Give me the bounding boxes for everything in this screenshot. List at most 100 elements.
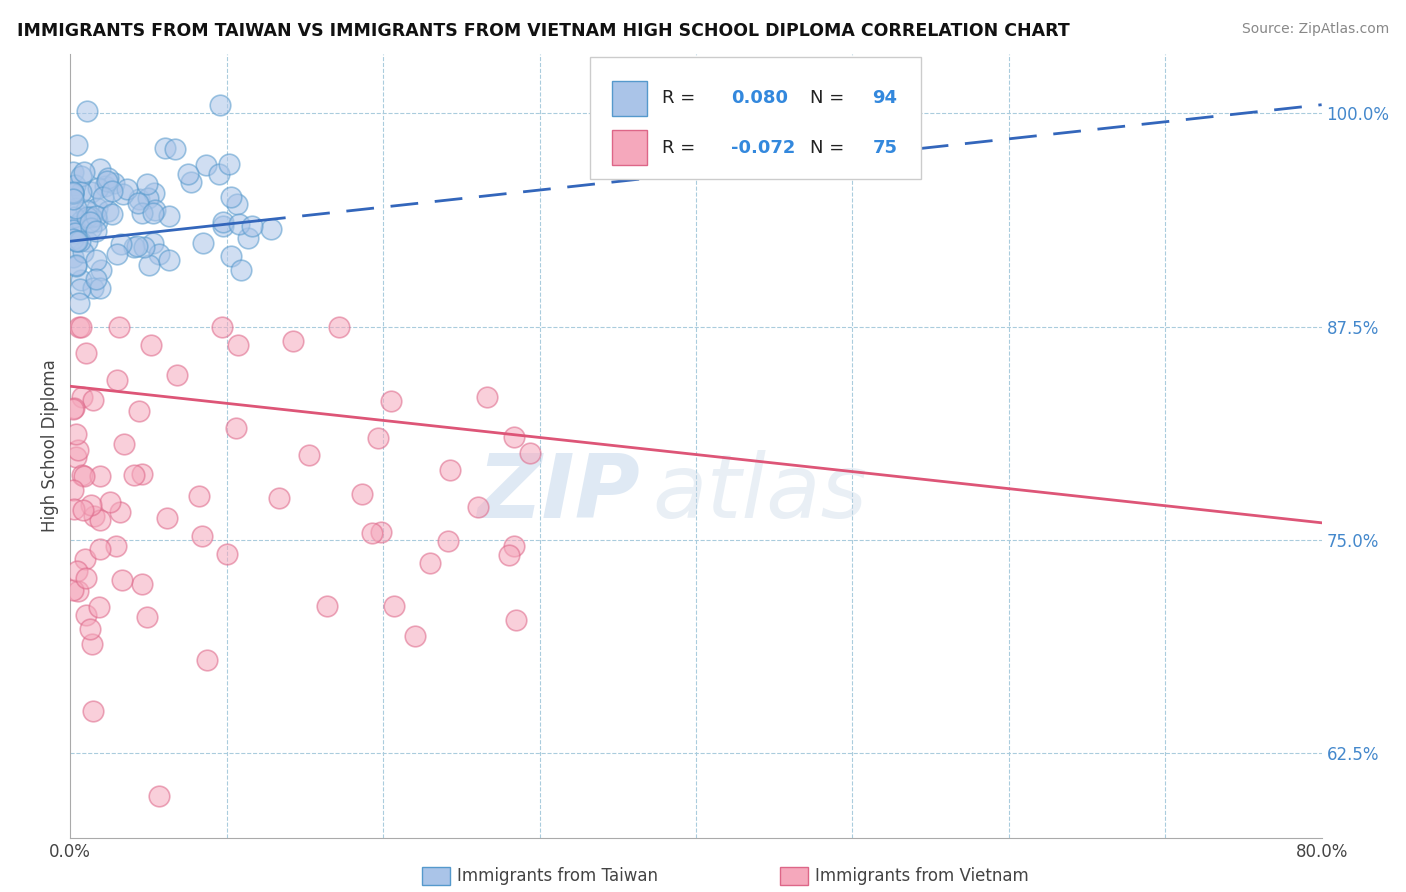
Text: IMMIGRANTS FROM TAIWAN VS IMMIGRANTS FROM VIETNAM HIGH SCHOOL DIPLOMA CORRELATIO: IMMIGRANTS FROM TAIWAN VS IMMIGRANTS FRO… <box>17 22 1070 40</box>
Point <box>112 187 135 202</box>
Point <box>207 167 229 181</box>
Point <box>62 192 84 206</box>
Point <box>367 431 389 445</box>
Point <box>143 186 166 200</box>
Point <box>110 505 132 519</box>
Point <box>67 583 90 598</box>
Point <box>65 206 87 220</box>
Point <box>136 191 159 205</box>
Y-axis label: High School Diploma: High School Diploma <box>41 359 59 533</box>
Point <box>112 436 135 450</box>
Point <box>76 234 98 248</box>
Point <box>72 244 94 259</box>
Point <box>143 202 166 217</box>
Text: ZIP: ZIP <box>477 450 640 537</box>
Point <box>115 181 138 195</box>
Point <box>128 404 150 418</box>
Point <box>70 467 93 482</box>
Point <box>505 613 527 627</box>
Point <box>225 196 247 211</box>
Point <box>215 548 238 562</box>
Point <box>63 401 86 415</box>
Point <box>108 319 131 334</box>
Point <box>62 583 84 598</box>
Point <box>498 548 520 562</box>
Point <box>153 141 176 155</box>
Point <box>70 390 93 404</box>
Point <box>191 236 214 251</box>
Point <box>148 789 170 803</box>
Point <box>211 319 233 334</box>
Point <box>65 426 87 441</box>
Point <box>163 142 186 156</box>
Point <box>128 193 150 207</box>
Point <box>281 334 304 349</box>
Point <box>439 463 461 477</box>
Point <box>110 236 132 251</box>
Text: Immigrants from Taiwan: Immigrants from Taiwan <box>457 867 658 885</box>
Point <box>138 258 160 272</box>
Point <box>380 394 402 409</box>
Text: -0.072: -0.072 <box>731 139 796 157</box>
Point <box>477 390 499 404</box>
Point <box>219 190 242 204</box>
Point <box>382 599 405 613</box>
Point <box>69 214 91 228</box>
Point <box>419 556 441 570</box>
Bar <box>612 130 647 165</box>
Point <box>69 185 91 199</box>
Point <box>142 235 165 250</box>
Point <box>63 178 86 192</box>
Point <box>104 539 127 553</box>
Point <box>65 202 87 216</box>
Text: N =: N = <box>810 89 849 107</box>
Point <box>62 185 84 199</box>
Point <box>79 622 101 636</box>
Point <box>84 209 107 223</box>
Point <box>127 196 149 211</box>
Point <box>225 421 247 435</box>
Point <box>298 448 321 462</box>
Point <box>62 186 84 200</box>
Point <box>136 177 159 191</box>
Point <box>82 637 104 651</box>
Point <box>84 253 107 268</box>
Point <box>87 600 110 615</box>
Point <box>89 513 111 527</box>
Point <box>97 204 120 219</box>
Point <box>70 169 93 183</box>
Point <box>110 573 132 587</box>
Point <box>86 201 108 215</box>
Point <box>260 221 283 235</box>
Point <box>66 564 89 578</box>
Point <box>122 240 145 254</box>
Point <box>87 181 110 195</box>
Point <box>228 217 250 231</box>
Point <box>370 524 392 539</box>
Point <box>141 338 163 352</box>
Point <box>328 319 350 334</box>
Point <box>76 210 98 224</box>
Point <box>63 210 86 224</box>
Point <box>218 157 240 171</box>
Text: Immigrants from Vietnam: Immigrants from Vietnam <box>815 867 1029 885</box>
Point <box>75 571 97 585</box>
Point <box>62 186 84 200</box>
Text: N =: N = <box>810 139 849 157</box>
Point <box>177 168 200 182</box>
Point <box>103 176 125 190</box>
Point <box>231 262 253 277</box>
Point <box>316 599 339 613</box>
Text: Source: ZipAtlas.com: Source: ZipAtlas.com <box>1241 22 1389 37</box>
Point <box>79 221 101 235</box>
Point <box>62 250 84 264</box>
Point <box>89 542 111 557</box>
Point <box>72 164 94 178</box>
Point <box>80 186 103 200</box>
Point <box>67 295 90 310</box>
Point <box>62 165 84 179</box>
Point <box>157 253 180 268</box>
Point <box>404 629 426 643</box>
Point <box>136 610 159 624</box>
FancyBboxPatch shape <box>589 57 921 179</box>
